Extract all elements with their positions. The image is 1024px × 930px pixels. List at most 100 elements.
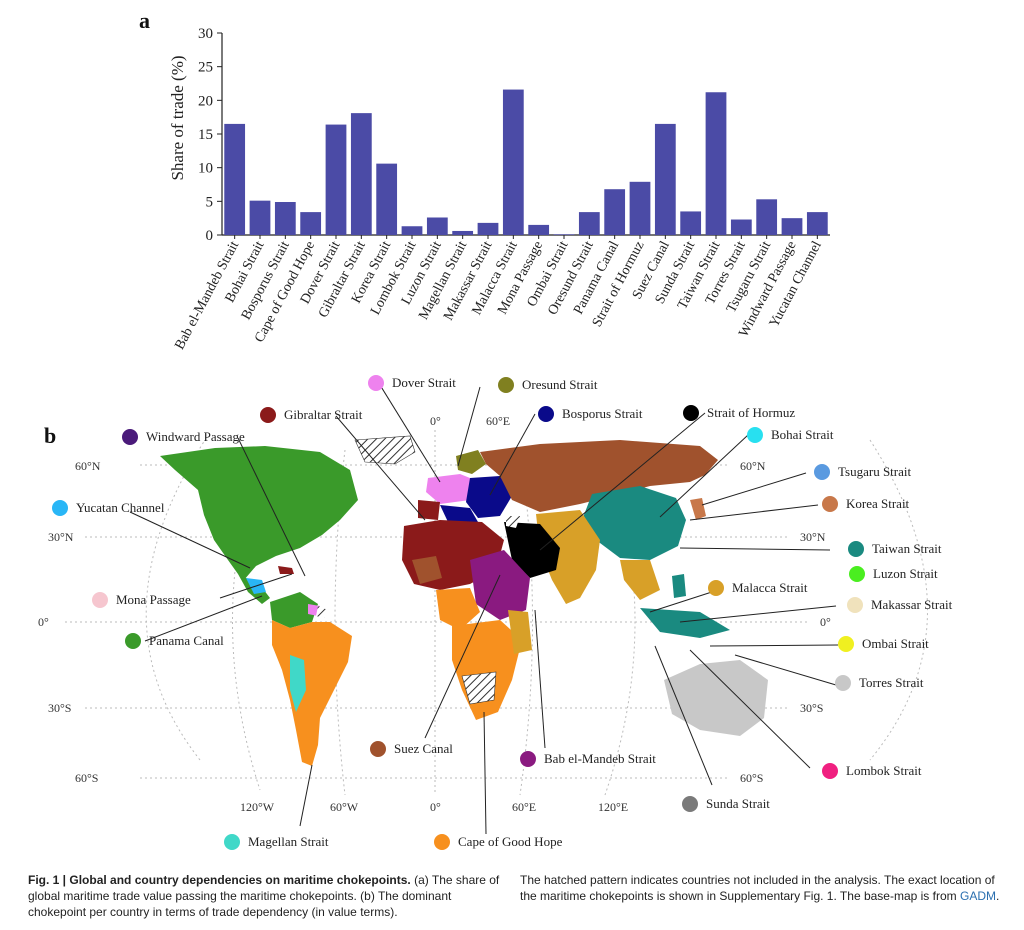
legend-swatch (260, 407, 276, 423)
region-peru-chile (290, 655, 306, 712)
caption-left: Fig. 1 | Global and country dependencies… (28, 872, 506, 920)
region-sa-hatched (316, 606, 328, 618)
bar (756, 199, 778, 235)
lon-label-bottom: 120°E (598, 800, 628, 814)
caption-right-text: The hatched pattern indicates countries … (520, 873, 995, 903)
bar (654, 123, 676, 235)
legend-label: Oresund Strait (522, 377, 598, 392)
map-outline (145, 439, 928, 761)
legend-label: Lombok Strait (846, 763, 922, 778)
region-middle-east-hatched (506, 516, 520, 528)
legend-label: Windward Passage (146, 429, 245, 444)
caption-bold: Fig. 1 | Global and country dependencies… (28, 873, 411, 887)
bars (224, 89, 828, 236)
lon-label-top: 0° (430, 414, 441, 428)
legend-swatch (92, 592, 108, 608)
y-axis: 0 5 10 15 20 25 30 (198, 26, 830, 244)
bar (477, 222, 499, 235)
legend-swatch (835, 675, 851, 691)
legend-swatch (847, 597, 863, 613)
bar-chart: Share of trade (%) 0 5 10 15 20 25 30 Bab el-M… (168, 26, 830, 352)
region-iberia (418, 500, 440, 520)
lat-label-right: 0° (820, 615, 831, 629)
region-east-africa (470, 550, 530, 620)
bar (629, 181, 651, 235)
y-tick-label: 0 (206, 228, 214, 244)
region-mediterranean (440, 505, 478, 522)
legend-swatch (125, 633, 141, 649)
y-axis-label: Share of trade (%) (168, 55, 187, 180)
legend-label: Sunda Strait (706, 796, 770, 811)
region-australia (664, 660, 768, 736)
bar (553, 234, 575, 235)
legend-swatch (224, 834, 240, 850)
caption-left-text: (a) The share of global maritime trade v… (28, 873, 500, 919)
region-indonesia (640, 608, 730, 638)
bar (680, 211, 702, 235)
y-tick-label: 30 (198, 26, 213, 42)
legend-swatch (52, 500, 68, 516)
legend-label: Taiwan Strait (872, 541, 942, 556)
lat-label-left: 30°S (48, 701, 71, 715)
lon-label-bottom: 0° (430, 800, 441, 814)
bar (401, 226, 423, 235)
lat-label-right: 60°S (740, 771, 763, 785)
region-central-africa (436, 588, 480, 630)
bar (705, 92, 727, 236)
region-south-america (272, 620, 352, 766)
region-south-america-north (270, 592, 318, 628)
bar (604, 189, 626, 235)
legend-label: Suez Canal (394, 741, 453, 756)
bar (426, 217, 448, 235)
legend-label: Strait of Hormuz (707, 405, 795, 420)
legend-swatch (434, 834, 450, 850)
gadm-link[interactable]: GADM (959, 889, 996, 903)
legend-swatch (498, 377, 514, 393)
panel-a-letter: a (139, 8, 150, 33)
region-south-africa-hatched (461, 671, 497, 705)
legend-label: Makassar Strait (871, 597, 953, 612)
legend-swatch (538, 406, 554, 422)
bar (806, 212, 828, 235)
region-se-asia (620, 560, 660, 600)
legend-label: Tsugaru Strait (838, 464, 911, 479)
bar (376, 163, 398, 235)
legend-swatch (747, 427, 763, 443)
leader-lines (129, 384, 839, 835)
region-south-asia (536, 510, 600, 604)
region-philippines (672, 574, 686, 598)
region-caribbean (278, 566, 294, 574)
legend-label: Panama Canal (149, 633, 224, 648)
legend-label: Bohai Strait (771, 427, 834, 442)
legend-swatch (368, 375, 384, 391)
bar (224, 123, 246, 235)
legend-swatch (848, 541, 864, 557)
legend-label: Ombai Strait (862, 636, 929, 651)
bar (452, 230, 474, 235)
legend-swatch (683, 405, 699, 421)
lat-label-right: 30°S (800, 701, 823, 715)
y-tick-label: 15 (198, 127, 213, 143)
legend-swatch (849, 566, 865, 582)
legend-label: Bosporus Strait (562, 406, 643, 421)
region-greenland-hatched (354, 435, 416, 465)
legend-swatch (682, 796, 698, 812)
y-tick-label: 5 (206, 194, 214, 210)
legend-label: Dover Strait (392, 375, 456, 390)
bar (578, 212, 600, 235)
y-tick-label: 20 (198, 93, 213, 109)
legend-swatch (122, 429, 138, 445)
legend-label: Korea Strait (846, 496, 910, 511)
world-map: Windward Passage Yucatan Channel Mona Pass… (38, 375, 953, 850)
legend-swatch (708, 580, 724, 596)
legend-label: Cape of Good Hope (458, 834, 563, 849)
lat-label-left: 60°S (75, 771, 98, 785)
bar (300, 212, 322, 235)
region-scandinavia (456, 450, 486, 474)
graticule-labels: 60°N 30°N 0° 30°S 60°S 60°N 30°N 0° 30°S 60°S 120°… (38, 414, 831, 814)
region-north-america (160, 446, 358, 580)
region-africa-east-coast (508, 610, 532, 654)
region-west-africa (412, 556, 442, 584)
